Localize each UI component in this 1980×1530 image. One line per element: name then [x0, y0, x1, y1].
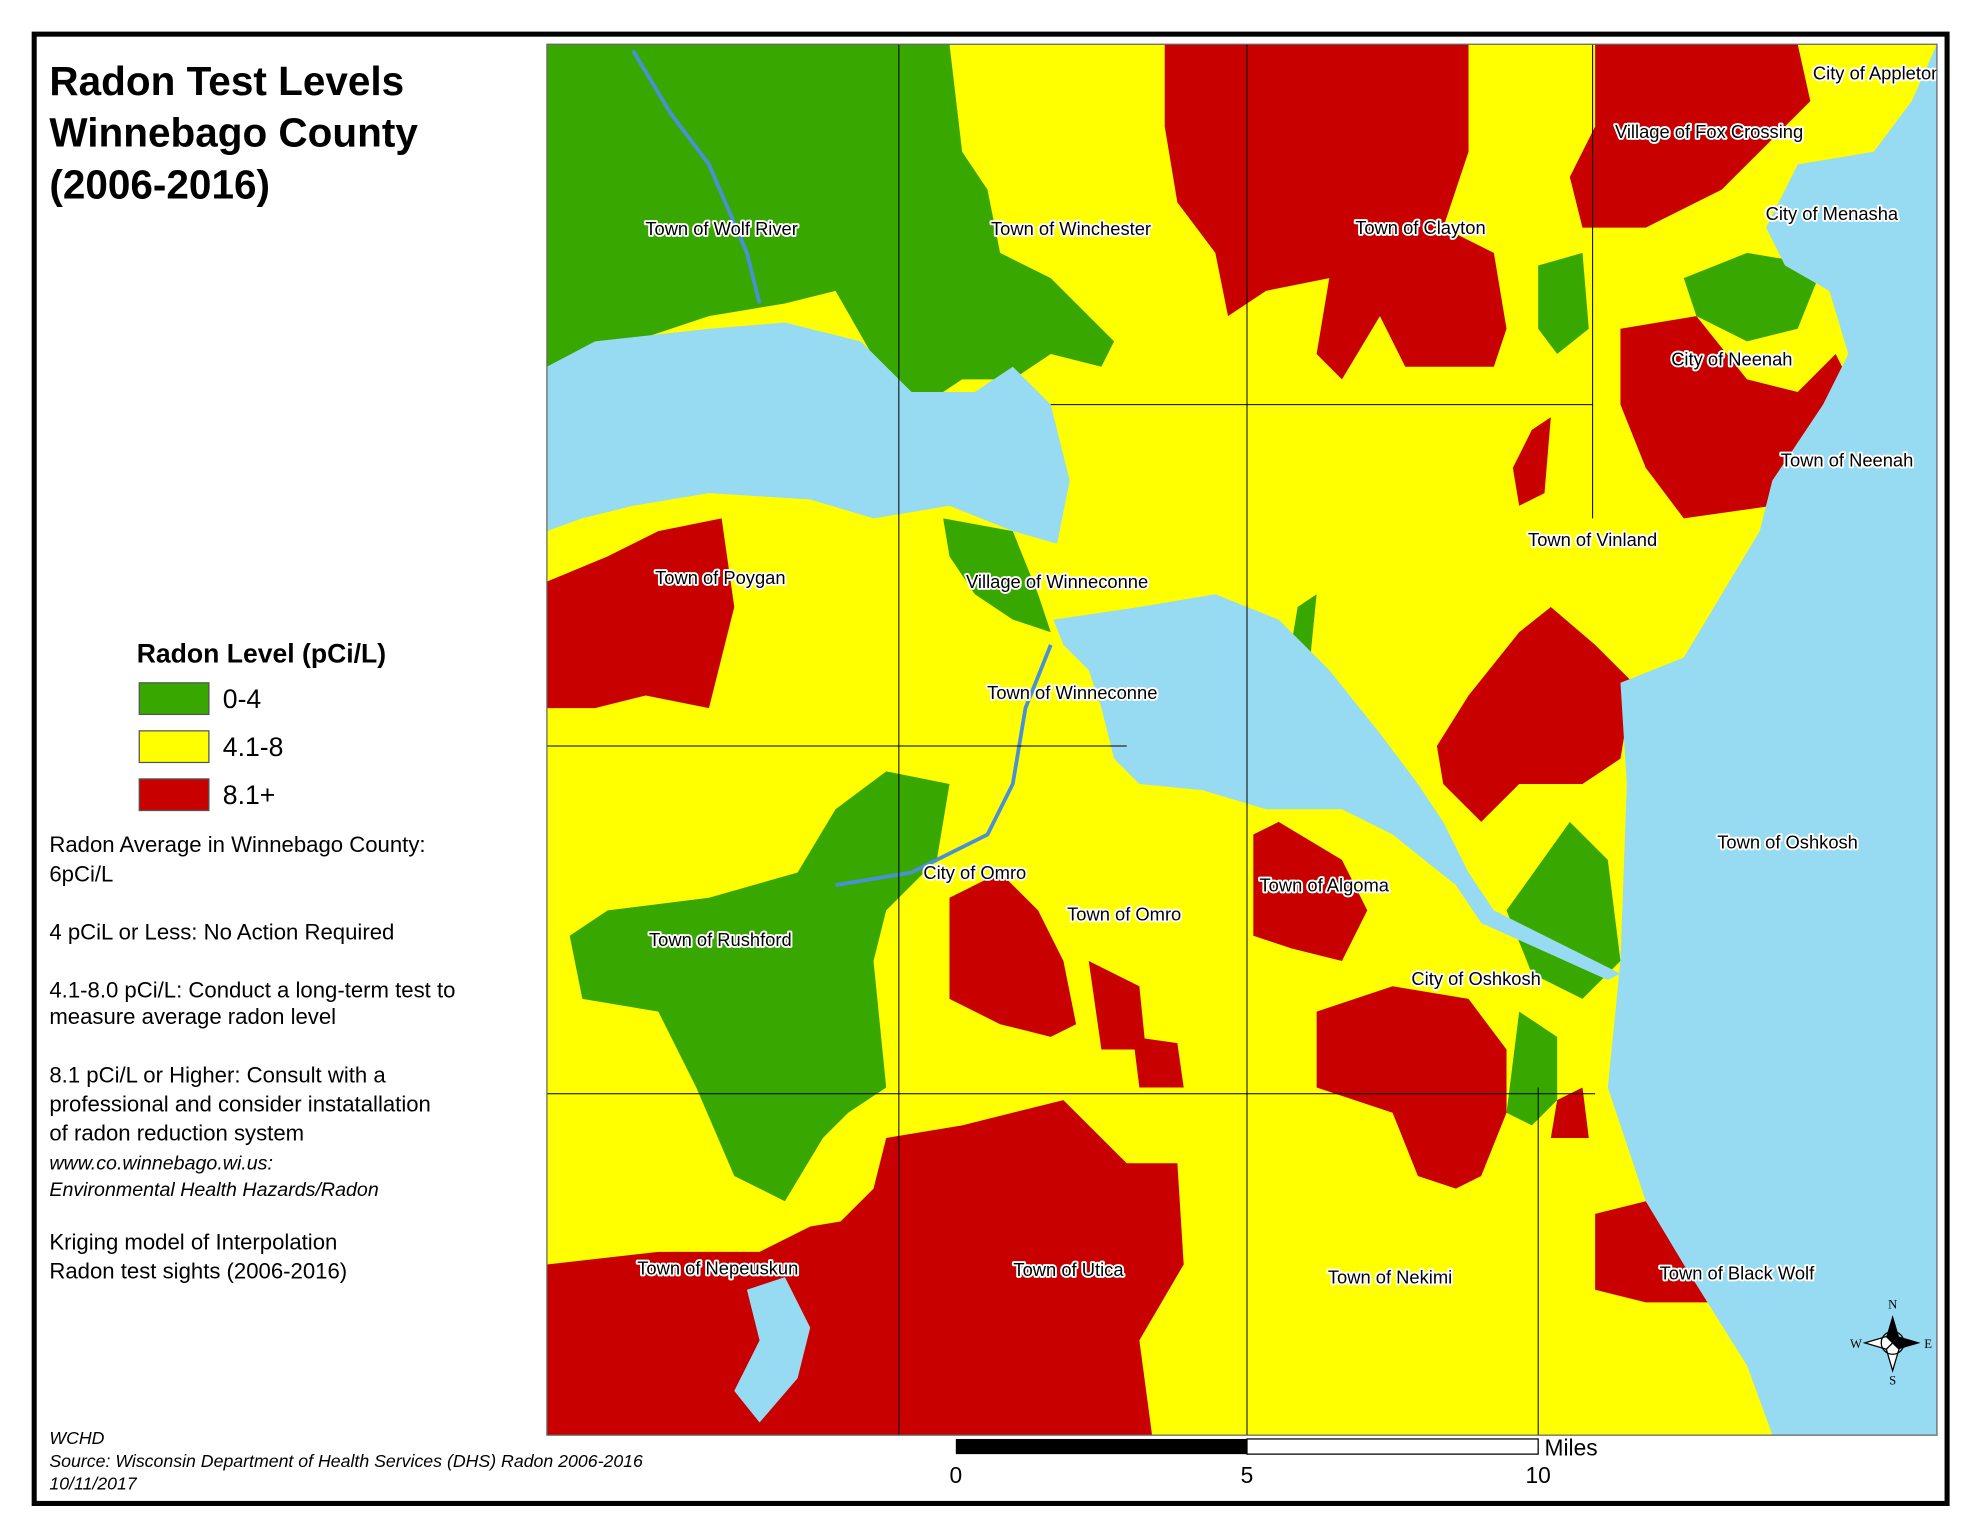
link-line: Environmental Health Hazards/Radon [49, 1179, 378, 1201]
zone-red [1512, 417, 1551, 506]
compass: N E S W [1850, 1298, 1932, 1388]
method-line: Kriging model of Interpolation [49, 1229, 337, 1254]
zone-red [822, 1100, 1184, 1436]
place-label: Town of Clayton [1355, 217, 1485, 238]
place-label: City of Appleton [1813, 63, 1941, 84]
place-label: Village of Winneconne [966, 571, 1148, 592]
place-label: Village of Fox Crossing [1615, 121, 1803, 142]
zone-green [1538, 252, 1589, 355]
scale-segment [1246, 1438, 1539, 1455]
scale-tick-label: 0 [949, 1462, 962, 1488]
place-label: Town of Neenah [1781, 450, 1914, 471]
place-label: City of Menasha [1766, 203, 1899, 224]
zone-red [1088, 960, 1146, 1050]
place-label: City of Oshkosh [1411, 968, 1540, 989]
note-line: 4 pCiL or Less: No Action Required [49, 920, 394, 945]
place-label: Town of Poygan [655, 567, 786, 588]
scale-tick-label: 10 [1525, 1462, 1550, 1488]
place-label: Town of Nepeuskun [637, 1258, 798, 1279]
note-line: professional and consider instatallation [49, 1091, 431, 1116]
legend-swatch [138, 778, 210, 812]
title-line: (2006-2016) [49, 162, 270, 208]
river [631, 49, 762, 304]
township-lines [546, 44, 1596, 1436]
note-line: of radon reduction system [49, 1121, 304, 1146]
zones-red [546, 44, 1849, 1436]
credit-line: Source: Wisconsin Department of Health S… [49, 1451, 643, 1471]
lake-butte-des-morts [1053, 594, 1621, 980]
water [546, 44, 1937, 1436]
scale-bar: Miles 0 5 10 [949, 1434, 1597, 1488]
place-label: City of Omro [923, 862, 1026, 883]
place-label: Town of Black Wolf [1660, 1263, 1815, 1284]
zone-red [1164, 44, 1507, 380]
page-frame [31, 31, 1950, 1506]
zone-red [1550, 1087, 1589, 1139]
zone-green [1683, 252, 1824, 342]
place-labels: Town of Wolf River Town of Winchester To… [635, 61, 1941, 1290]
zone-green [1506, 1011, 1558, 1126]
scale-tick-label: 5 [1241, 1462, 1254, 1488]
zone-red [1253, 821, 1368, 961]
rush-lake [734, 1277, 811, 1423]
legend-swatch [138, 682, 210, 716]
zone-red [1436, 606, 1634, 822]
scale-unit: Miles [1545, 1434, 1598, 1460]
place-label: Town of Winchester [991, 218, 1151, 239]
compass-arm [1886, 1315, 1899, 1343]
place-label: Town of Winneconne [987, 682, 1157, 703]
lake-winnebago [1607, 44, 1937, 1436]
credit-line: 10/11/2017 [49, 1474, 137, 1494]
method-line: Radon test sights (2006-2016) [49, 1258, 347, 1283]
legend-title: Radon Level (pCi/L) [137, 639, 386, 669]
zone-red [1595, 1201, 1722, 1303]
zone-red [1569, 44, 1811, 228]
legend-swatch [138, 730, 210, 764]
zone-red [1620, 316, 1849, 519]
link-line: www.co.winnebago.wi.us: [49, 1153, 273, 1175]
lake-poygan [546, 322, 1070, 544]
place-label: Town of Algoma [1259, 874, 1389, 895]
title: Radon Test Levels Winnebago County (2006… [49, 58, 418, 208]
legend-label: 4.1-8 [223, 732, 284, 762]
note-line: 8.1 pCi/L or Higher: Consult with a [49, 1062, 386, 1087]
compass-w: W [1850, 1337, 1862, 1351]
place-label: City of Neenah [1671, 348, 1792, 369]
compass-n: N [1888, 1298, 1897, 1312]
title-line: Winnebago County [49, 110, 418, 156]
zone-red [546, 1213, 887, 1436]
compass-arm [1892, 1336, 1921, 1350]
title-line: Radon Test Levels [49, 58, 404, 104]
place-label: Town of Nekimi [1328, 1266, 1452, 1287]
legend-label: 8.1+ [223, 780, 275, 810]
note-line: Radon Average in Winnebago County: [49, 832, 425, 857]
scale-segment [955, 1438, 1247, 1455]
place-label: Town of Wolf River [645, 218, 798, 239]
place-label: Town of Omro [1067, 904, 1181, 925]
zone-red [1316, 986, 1507, 1189]
place-label: Town of Rushford [649, 929, 792, 950]
note-line: measure average radon level [49, 1004, 336, 1029]
map-frame [546, 43, 1938, 1436]
legend: Radon Level (pCi/L) 0-4 4.1-8 8.1+ [137, 639, 386, 812]
place-label: Town of Vinland [1528, 529, 1657, 550]
zone-red [1133, 1036, 1184, 1088]
compass-ring [1880, 1330, 1905, 1355]
compass-e: E [1924, 1337, 1932, 1351]
place-label: Town of Utica [1013, 1259, 1124, 1280]
note-line: 6pCi/L [49, 861, 113, 886]
note-line: 4.1-8.0 pCi/L: Conduct a long-term test … [49, 978, 455, 1003]
credit-line: WCHD [49, 1428, 104, 1448]
zone-red [949, 872, 1077, 1037]
map: Town of Wolf River Town of Winchester To… [546, 44, 1941, 1436]
zone-green [943, 518, 1051, 633]
zone-green [1506, 821, 1621, 999]
notes: Radon Average in Winnebago County: 6pCi/L… [49, 832, 643, 1493]
legend-label: 0-4 [223, 684, 261, 714]
compass-s: S [1889, 1374, 1896, 1388]
zone-red [546, 518, 735, 709]
place-label: Town of Oshkosh [1717, 831, 1858, 852]
